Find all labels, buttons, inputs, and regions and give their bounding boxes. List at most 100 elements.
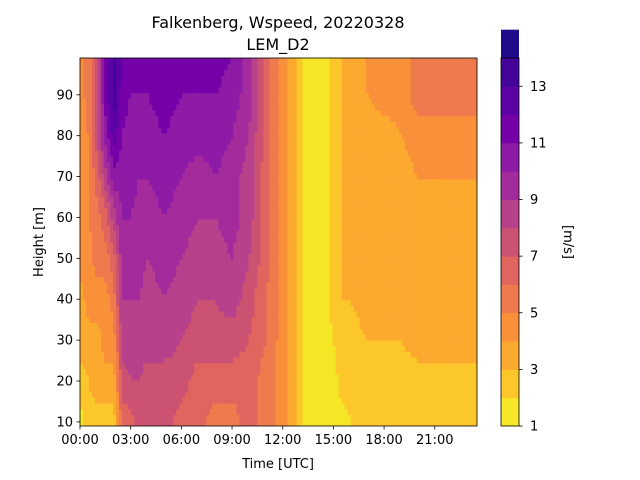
heatmap-cell bbox=[341, 380, 346, 387]
heatmap-cell bbox=[119, 368, 123, 375]
heatmap-cell bbox=[212, 299, 216, 306]
heatmap-cell bbox=[326, 397, 331, 404]
heatmap-cell bbox=[149, 293, 153, 301]
heatmap-cell bbox=[452, 391, 457, 398]
heatmap-cell bbox=[257, 403, 262, 410]
heatmap-cell bbox=[98, 288, 102, 295]
heatmap-cell bbox=[260, 391, 265, 398]
heatmap-cell bbox=[122, 311, 126, 318]
heatmap-cell bbox=[470, 328, 475, 335]
heatmap-cell bbox=[188, 288, 192, 295]
heatmap-cell bbox=[176, 328, 180, 335]
heatmap-cell bbox=[179, 288, 183, 295]
heatmap-cell bbox=[305, 368, 310, 375]
heatmap-cell bbox=[317, 351, 322, 358]
heatmap-cell bbox=[119, 391, 123, 398]
heatmap-cell bbox=[110, 374, 114, 381]
heatmap-cell bbox=[149, 351, 153, 358]
heatmap-cell bbox=[149, 362, 153, 370]
heatmap-cell bbox=[356, 385, 361, 393]
heatmap-cell bbox=[137, 293, 141, 301]
heatmap-cell bbox=[320, 334, 325, 341]
heatmap-cell bbox=[353, 414, 358, 421]
heatmap-cell bbox=[92, 351, 96, 358]
heatmap-cell bbox=[359, 397, 364, 404]
heatmap-cell bbox=[275, 368, 280, 375]
heatmap-cell bbox=[329, 305, 334, 312]
heatmap-cell bbox=[218, 305, 222, 312]
heatmap-cell bbox=[467, 276, 472, 283]
heatmap-cell bbox=[278, 305, 283, 312]
heatmap-cell bbox=[215, 322, 219, 329]
heatmap-cell bbox=[80, 299, 84, 306]
heatmap-cell bbox=[101, 397, 105, 404]
heatmap-cell bbox=[272, 322, 277, 329]
heatmap-cell bbox=[107, 403, 111, 410]
heatmap-cell bbox=[110, 288, 114, 295]
heatmap-cell bbox=[188, 391, 192, 398]
heatmap-cell bbox=[326, 288, 331, 295]
heatmap-cell bbox=[215, 288, 219, 295]
heatmap-cell bbox=[221, 339, 225, 347]
heatmap-cell bbox=[377, 270, 382, 278]
heatmap-cell bbox=[98, 276, 102, 283]
heatmap-cell bbox=[152, 316, 156, 324]
heatmap-cell bbox=[143, 420, 147, 426]
heatmap-cell bbox=[353, 334, 358, 341]
heatmap-cell bbox=[113, 322, 117, 329]
heatmap-cell bbox=[317, 305, 322, 312]
heatmap-cell bbox=[281, 299, 286, 306]
heatmap-cell bbox=[308, 328, 313, 335]
heatmap-cell bbox=[182, 288, 186, 295]
heatmap-cell bbox=[281, 334, 286, 341]
heatmap-cell bbox=[335, 380, 340, 387]
heatmap-cell bbox=[119, 362, 123, 370]
heatmap-cell bbox=[170, 305, 174, 312]
heatmap-cell bbox=[86, 368, 90, 375]
heatmap-cell bbox=[113, 288, 117, 295]
heatmap-cell bbox=[386, 380, 391, 387]
heatmap-cell bbox=[248, 305, 253, 312]
heatmap-cell bbox=[434, 345, 439, 352]
heatmap-cell bbox=[467, 351, 472, 358]
heatmap-cell bbox=[470, 299, 475, 306]
heatmap-cell bbox=[173, 414, 177, 421]
heatmap-cell bbox=[422, 397, 427, 404]
heatmap-cell bbox=[155, 403, 159, 410]
heatmap-cell bbox=[305, 299, 310, 306]
heatmap-cell bbox=[140, 414, 144, 421]
heatmap-cell bbox=[458, 293, 463, 301]
heatmap-cell bbox=[455, 414, 460, 421]
heatmap-cell bbox=[470, 403, 475, 410]
heatmap-cell bbox=[149, 420, 153, 426]
heatmap-cell bbox=[281, 420, 286, 426]
heatmap-cell bbox=[179, 368, 183, 375]
heatmap-cell bbox=[230, 334, 234, 341]
heatmap-cell bbox=[242, 316, 247, 324]
heatmap-cell bbox=[197, 380, 201, 387]
heatmap-cell bbox=[353, 403, 358, 410]
heatmap-cell bbox=[356, 328, 361, 335]
heatmap-cell bbox=[347, 339, 352, 347]
heatmap-cell bbox=[326, 334, 331, 341]
heatmap-cell bbox=[80, 357, 84, 364]
heatmap-cell bbox=[416, 403, 421, 410]
heatmap-cell bbox=[266, 403, 271, 410]
heatmap-cell bbox=[275, 420, 280, 426]
heatmap-cell bbox=[266, 311, 271, 318]
heatmap-cell bbox=[401, 403, 406, 410]
heatmap-cell bbox=[386, 391, 391, 398]
heatmap-cell bbox=[461, 305, 466, 312]
heatmap-cell bbox=[386, 345, 391, 352]
heatmap-cell bbox=[335, 408, 340, 416]
heatmap-cell bbox=[299, 420, 304, 426]
heatmap-cell bbox=[341, 328, 346, 335]
heatmap-cell bbox=[275, 391, 280, 398]
heatmap-cell bbox=[218, 339, 222, 347]
heatmap-cell bbox=[83, 414, 87, 421]
heatmap-cell bbox=[182, 397, 186, 404]
heatmap-cell bbox=[86, 403, 90, 410]
heatmap-cell bbox=[119, 334, 123, 341]
heatmap-cell bbox=[293, 385, 298, 393]
heatmap-cell bbox=[371, 345, 376, 352]
